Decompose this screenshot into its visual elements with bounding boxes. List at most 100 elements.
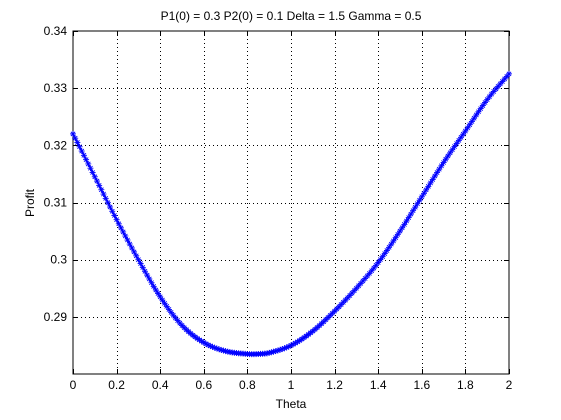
y-tick-label: 0.31 bbox=[44, 196, 68, 210]
asterisk-marker bbox=[120, 228, 127, 235]
grid-lines bbox=[73, 31, 509, 374]
asterisk-marker bbox=[80, 152, 87, 159]
asterisk-marker bbox=[471, 115, 478, 122]
asterisk-marker bbox=[381, 250, 388, 257]
y-tick-label: 0.33 bbox=[44, 81, 68, 95]
asterisk-marker bbox=[399, 224, 406, 231]
x-tick-label: 0.8 bbox=[239, 378, 256, 392]
y-tick-label: 0.32 bbox=[44, 138, 68, 152]
y-axis-title: Profit bbox=[23, 188, 37, 217]
asterisk-marker bbox=[447, 149, 454, 156]
asterisk-marker bbox=[453, 140, 460, 147]
asterisk-marker bbox=[93, 178, 100, 185]
asterisk-marker bbox=[100, 191, 107, 198]
asterisk-marker bbox=[401, 221, 408, 228]
y-tick-label: 0.29 bbox=[44, 310, 68, 324]
asterisk-marker bbox=[429, 176, 436, 183]
x-tick-label: 0 bbox=[70, 378, 77, 392]
asterisk-marker bbox=[96, 182, 103, 189]
x-axis-title: Theta bbox=[276, 397, 307, 411]
asterisk-marker bbox=[159, 297, 166, 304]
asterisk-marker bbox=[438, 162, 445, 169]
x-tick-label: 1.2 bbox=[326, 378, 343, 392]
asterisk-marker bbox=[475, 108, 482, 115]
asterisk-marker bbox=[473, 111, 480, 118]
x-tick-label: 0.6 bbox=[195, 378, 212, 392]
asterisk-marker bbox=[416, 197, 423, 204]
asterisk-marker bbox=[414, 200, 421, 207]
asterisk-marker bbox=[379, 253, 386, 260]
asterisk-marker bbox=[390, 237, 397, 244]
y-tick-label: 0.3 bbox=[50, 253, 67, 267]
asterisk-marker bbox=[388, 241, 395, 248]
asterisk-marker bbox=[157, 293, 164, 300]
asterisk-marker bbox=[425, 183, 432, 190]
asterisk-marker bbox=[115, 220, 122, 227]
asterisk-marker bbox=[455, 137, 462, 144]
asterisk-marker bbox=[87, 165, 94, 172]
asterisk-marker bbox=[144, 272, 151, 279]
asterisk-marker bbox=[444, 153, 451, 160]
asterisk-marker bbox=[405, 214, 412, 221]
asterisk-marker bbox=[152, 286, 159, 293]
asterisk-marker bbox=[109, 208, 116, 215]
asterisk-marker bbox=[462, 128, 469, 135]
axis-ticks: 0 0.2 0.4 0.6 0.8 1 1.2 1.4 1.6 1.8 2 0.29 0.3 0.31 0.… bbox=[44, 24, 513, 392]
y-tick-label: 0.34 bbox=[44, 24, 68, 38]
x-tick-label: 0.4 bbox=[152, 378, 169, 392]
asterisk-marker bbox=[464, 124, 471, 131]
asterisk-marker bbox=[83, 156, 90, 163]
asterisk-marker bbox=[451, 143, 458, 150]
asterisk-marker bbox=[477, 105, 484, 112]
chart-title: P1(0) = 0.3 P2(0) = 0.1 Delta = 1.5 Gamm… bbox=[161, 9, 422, 23]
asterisk-marker bbox=[117, 224, 124, 231]
asterisk-marker bbox=[403, 218, 410, 225]
asterisk-marker bbox=[427, 179, 434, 186]
asterisk-marker bbox=[431, 172, 438, 179]
asterisk-marker bbox=[468, 118, 475, 125]
asterisk-marker bbox=[383, 247, 390, 254]
asterisk-marker bbox=[74, 139, 81, 146]
asterisk-marker bbox=[412, 204, 419, 211]
asterisk-marker bbox=[434, 169, 441, 176]
asterisk-marker bbox=[76, 143, 83, 150]
asterisk-marker bbox=[449, 146, 456, 153]
asterisk-marker bbox=[163, 303, 170, 310]
asterisk-marker bbox=[410, 207, 417, 214]
asterisk-marker bbox=[506, 70, 512, 77]
asterisk-marker bbox=[107, 203, 114, 210]
asterisk-marker bbox=[161, 300, 168, 307]
asterisk-marker bbox=[420, 190, 427, 197]
asterisk-marker bbox=[141, 268, 148, 275]
asterisk-marker bbox=[407, 211, 414, 218]
asterisk-marker bbox=[436, 166, 443, 173]
asterisk-marker bbox=[72, 135, 79, 142]
asterisk-marker bbox=[111, 212, 118, 219]
asterisk-marker bbox=[423, 186, 430, 193]
asterisk-marker bbox=[70, 130, 76, 137]
asterisk-marker bbox=[281, 345, 288, 352]
asterisk-marker bbox=[397, 228, 403, 235]
asterisk-marker bbox=[386, 244, 393, 251]
asterisk-marker bbox=[440, 159, 447, 166]
asterisk-marker bbox=[98, 186, 105, 193]
x-tick-label: 1.6 bbox=[413, 378, 430, 392]
x-tick-label: 2 bbox=[506, 378, 513, 392]
asterisk-marker bbox=[78, 148, 85, 155]
asterisk-marker bbox=[418, 193, 425, 200]
asterisk-marker bbox=[283, 344, 290, 351]
plot-area bbox=[73, 31, 509, 374]
asterisk-marker bbox=[460, 131, 467, 138]
asterisk-marker bbox=[104, 199, 111, 206]
asterisk-marker bbox=[392, 234, 399, 241]
x-tick-label: 1.8 bbox=[457, 378, 474, 392]
x-tick-label: 0.2 bbox=[108, 378, 125, 392]
asterisk-marker bbox=[91, 173, 98, 180]
asterisk-marker bbox=[479, 102, 486, 109]
asterisk-marker bbox=[394, 231, 401, 238]
asterisk-marker bbox=[155, 290, 162, 297]
asterisk-marker bbox=[89, 169, 96, 176]
asterisk-marker bbox=[209, 343, 216, 350]
asterisk-marker bbox=[124, 237, 131, 244]
